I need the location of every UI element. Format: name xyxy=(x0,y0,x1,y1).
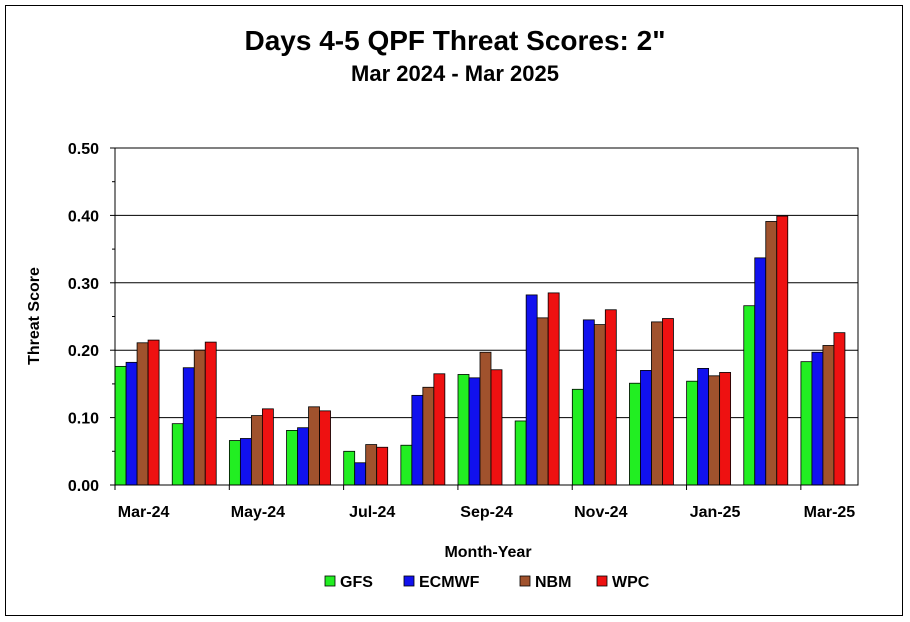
bar-nbm-aug-24 xyxy=(422,386,435,486)
chart-subtitle: Mar 2024 - Mar 2025 xyxy=(351,61,559,86)
legend-swatch-wpc xyxy=(596,575,608,587)
x-tick-label: Jul-24 xyxy=(349,504,395,521)
bar-nbm-dec-24 xyxy=(651,321,663,486)
x-axis: Mar-24 May-24 Jul-24 Sep-24 Nov-24 Jan-25 Mar-… xyxy=(114,485,856,521)
bar-wpc-dec-24 xyxy=(662,318,674,486)
bar-ecmwf-nov-24 xyxy=(582,319,595,486)
y-tick-label: 0.30 xyxy=(68,276,99,293)
bar-nbm-may-24 xyxy=(250,415,263,486)
bar-gfs-jul-24 xyxy=(343,450,356,486)
legend-label-ecmwf: ECMWF xyxy=(419,574,480,591)
x-tick-label: Mar-25 xyxy=(804,504,856,521)
bar-ecmwf-sep-24 xyxy=(468,377,481,486)
bar-ecmwf-apr-24 xyxy=(182,367,195,486)
y-tick-label: 0.00 xyxy=(68,478,99,495)
bar-wpc-may-24 xyxy=(261,408,274,486)
y-tick-label: 0.50 xyxy=(68,141,99,158)
y-axis: 0.00 0.10 0.20 0.30 0.40 0.50 xyxy=(68,141,115,495)
bar-nbm-jun-24 xyxy=(308,406,320,486)
bar-wpc-feb-25 xyxy=(776,215,789,486)
bar-gfs-nov-24 xyxy=(571,388,584,486)
bar-gfs-oct-24 xyxy=(514,420,527,486)
bar-ecmwf-jun-24 xyxy=(297,427,309,486)
x-tick-label: Sep-24 xyxy=(460,504,513,521)
legend-swatch-nbm xyxy=(519,575,531,587)
bar-nbm-apr-24 xyxy=(193,349,206,486)
bar-wpc-jun-24 xyxy=(319,410,331,486)
legend-label-wpc: WPC xyxy=(612,574,650,591)
bar-gfs-mar-25 xyxy=(800,361,813,486)
bar-nbm-jan-25 xyxy=(708,375,721,486)
bar-wpc-mar-25 xyxy=(833,332,846,486)
bar-nbm-feb-25 xyxy=(765,221,778,486)
legend-swatch-gfs xyxy=(324,575,336,587)
chart-title: Days 4-5 QPF Threat Scores: 2" xyxy=(245,25,666,56)
y-axis-label: Threat Score xyxy=(26,267,43,365)
x-tick-label: Nov-24 xyxy=(574,504,627,521)
bar-ecmwf-mar-24 xyxy=(125,361,138,486)
legend-label-gfs: GFS xyxy=(340,574,373,591)
bar-gfs-jun-24 xyxy=(286,430,298,486)
bar-nbm-mar-24 xyxy=(136,342,149,486)
bar-gfs-may-24 xyxy=(228,440,241,486)
legend-swatch-ecmwf xyxy=(403,575,415,587)
bar-wpc-jul-24 xyxy=(376,446,389,486)
bar-nbm-jul-24 xyxy=(365,444,378,486)
bar-gfs-jan-25 xyxy=(686,380,699,486)
bar-wpc-apr-24 xyxy=(204,341,217,486)
bar-ecmwf-dec-24 xyxy=(640,370,652,486)
bar-nbm-sep-24 xyxy=(479,351,492,486)
bar-ecmwf-feb-25 xyxy=(754,257,767,486)
bar-ecmwf-mar-25 xyxy=(811,351,824,486)
bar-wpc-oct-24 xyxy=(547,292,560,486)
x-tick-label: Jan-25 xyxy=(690,504,741,521)
bar-nbm-nov-24 xyxy=(593,324,606,486)
bar-nbm-mar-25 xyxy=(822,345,835,486)
bar-gfs-apr-24 xyxy=(171,423,184,486)
bar-wpc-aug-24 xyxy=(433,373,446,486)
bar-gfs-aug-24 xyxy=(400,444,413,486)
bar-ecmwf-jan-25 xyxy=(697,367,710,486)
bar-wpc-nov-24 xyxy=(604,309,617,486)
bar-ecmwf-aug-24 xyxy=(411,394,424,486)
y-tick-label: 0.40 xyxy=(68,208,99,225)
x-axis-label: Month-Year xyxy=(444,544,531,561)
bar-wpc-sep-24 xyxy=(490,369,503,486)
y-tick-label: 0.20 xyxy=(68,343,99,360)
bar-wpc-mar-24 xyxy=(147,339,160,486)
bar-nbm-oct-24 xyxy=(536,317,549,486)
bar-wpc-jan-25 xyxy=(719,372,732,486)
bar-gfs-sep-24 xyxy=(457,374,470,486)
bar-gfs-mar-24 xyxy=(114,365,127,486)
bars xyxy=(114,215,846,486)
bar-ecmwf-jul-24 xyxy=(354,462,367,486)
bar-ecmwf-may-24 xyxy=(239,438,252,486)
bar-gfs-dec-24 xyxy=(629,382,641,486)
x-tick-label: May-24 xyxy=(231,504,285,521)
bar-gfs-feb-25 xyxy=(743,305,756,486)
legend-label-nbm: NBM xyxy=(535,574,571,591)
y-tick-label: 0.10 xyxy=(68,411,99,428)
x-tick-label: Mar-24 xyxy=(118,504,170,521)
bar-ecmwf-oct-24 xyxy=(525,294,538,486)
legend: GFS ECMWF NBM WPC xyxy=(324,574,650,591)
